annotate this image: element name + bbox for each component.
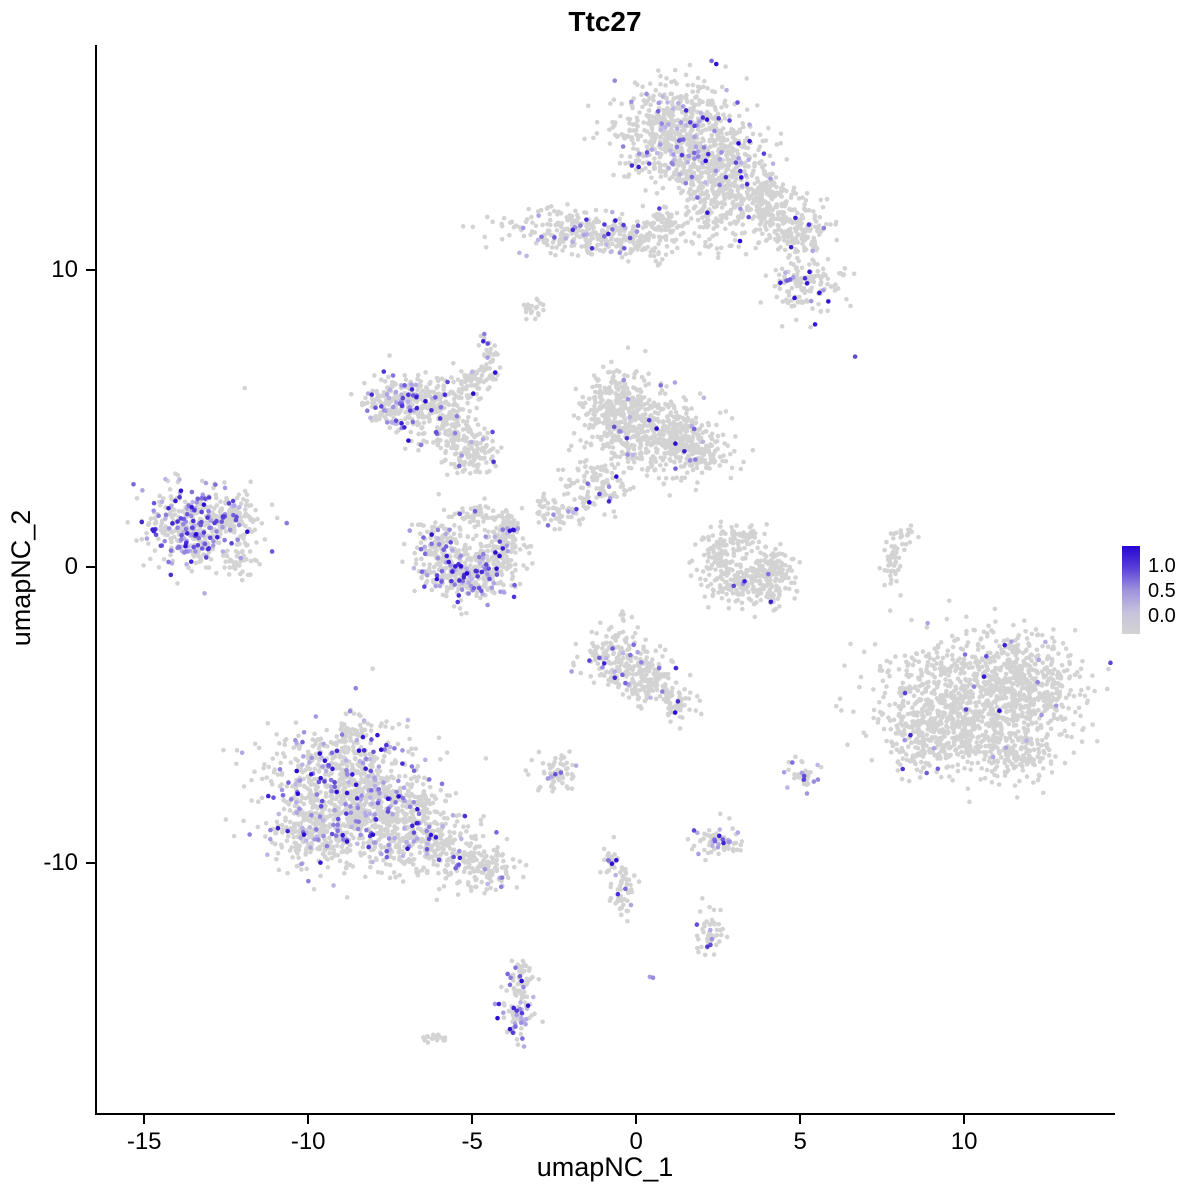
x-tick-label: 0 [629,1128,643,1155]
y-tick-label: 10 [51,256,78,284]
x-tick-label: -15 [126,1128,162,1155]
expression-legend: 1.0 0.5 0.0 [1122,546,1198,636]
y-tick-mark [86,862,95,865]
legend-label-high: 1.0 [1148,555,1176,577]
y-tick-mark [86,565,95,568]
legend-label-low: 0.0 [1148,605,1176,627]
x-tick-label: 10 [950,1128,978,1155]
y-tick-label: 0 [64,552,78,580]
x-tick-mark [635,1115,638,1124]
x-tick-mark [963,1115,966,1124]
plot-axes-frame [95,45,1115,1115]
x-tick-mark [471,1115,474,1124]
x-tick-mark [307,1115,310,1124]
y-tick-label: -10 [43,849,78,877]
legend-gradient-bar [1122,546,1140,634]
x-axis-label: umapNC_1 [536,1152,674,1182]
x-tick-label: -5 [461,1128,483,1155]
legend-label-mid: 0.5 [1148,580,1176,602]
x-tick-mark [799,1115,802,1124]
x-tick-label: -10 [290,1128,326,1155]
x-tick-mark [143,1115,146,1124]
y-tick-mark [86,269,95,272]
x-tick-label: 5 [793,1128,807,1155]
